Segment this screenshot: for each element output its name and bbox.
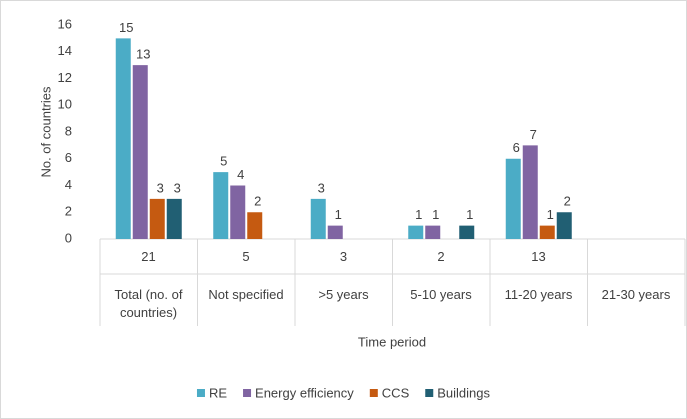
legend-swatch	[369, 389, 378, 397]
data-label: 1	[466, 207, 473, 222]
bar	[408, 225, 424, 239]
x-tick-label: 21-30 years	[601, 287, 671, 302]
y-tick-label: 14	[58, 43, 72, 58]
data-label: 1	[547, 207, 554, 222]
data-label: 6	[513, 140, 520, 155]
y-tick-label: 16	[58, 16, 72, 31]
y-tick-label: 2	[65, 204, 72, 219]
data-label: 2	[254, 194, 261, 209]
bar	[132, 65, 148, 239]
bar	[505, 158, 521, 239]
bar	[425, 225, 441, 239]
y-tick-label: 10	[58, 97, 72, 112]
y-axis-title: No. of countries	[38, 86, 53, 178]
bar	[310, 198, 326, 239]
y-tick-label: 0	[65, 230, 72, 245]
data-label: 3	[174, 180, 181, 195]
bar	[149, 198, 165, 239]
bar	[115, 38, 131, 239]
data-label: 15	[119, 20, 133, 35]
data-label: 1	[335, 207, 342, 222]
x-axis-title: Time period	[358, 334, 426, 349]
legend-swatch	[425, 389, 434, 397]
bar	[213, 172, 229, 239]
bar	[327, 225, 343, 239]
x-tick-label: >5 years	[318, 287, 369, 302]
legend-label: RE	[209, 385, 227, 400]
bar	[247, 212, 263, 239]
x-tick-label: Not specified	[208, 287, 284, 302]
x-tick-label: 11-20 years	[504, 287, 573, 302]
data-label: 2	[564, 194, 571, 209]
data-label: 7	[530, 127, 537, 142]
x-tick-label: Total (no. of countries)	[114, 287, 183, 320]
bar	[166, 198, 182, 239]
legend-label: CCS	[382, 385, 410, 400]
data-label: 13	[136, 47, 150, 62]
y-tick-label: 8	[65, 123, 72, 138]
category-count: 3	[339, 249, 348, 264]
y-tick-label: 12	[58, 70, 72, 85]
legend-swatch	[196, 389, 205, 397]
bar	[539, 225, 555, 239]
data-label: 4	[237, 167, 244, 182]
legend-swatch	[243, 389, 252, 397]
category-count: 13	[531, 249, 546, 264]
legend-label: Buildings	[437, 385, 490, 400]
data-label: 5	[220, 154, 227, 169]
category-count: 2	[437, 249, 445, 264]
data-label: 1	[432, 207, 439, 222]
x-tick-label: 5-10 years	[410, 287, 472, 302]
category-count: 21	[141, 249, 156, 264]
legend-label: Energy efficiency	[255, 385, 354, 400]
y-tick-label: 6	[65, 150, 72, 165]
data-label: 3	[157, 180, 164, 195]
bar	[459, 225, 475, 239]
data-label: 3	[318, 180, 325, 195]
bar	[556, 212, 572, 239]
category-count: 5	[242, 249, 250, 264]
bar	[230, 185, 246, 239]
y-tick-label: 4	[65, 177, 72, 192]
bar	[522, 145, 538, 239]
data-label: 1	[415, 207, 422, 222]
